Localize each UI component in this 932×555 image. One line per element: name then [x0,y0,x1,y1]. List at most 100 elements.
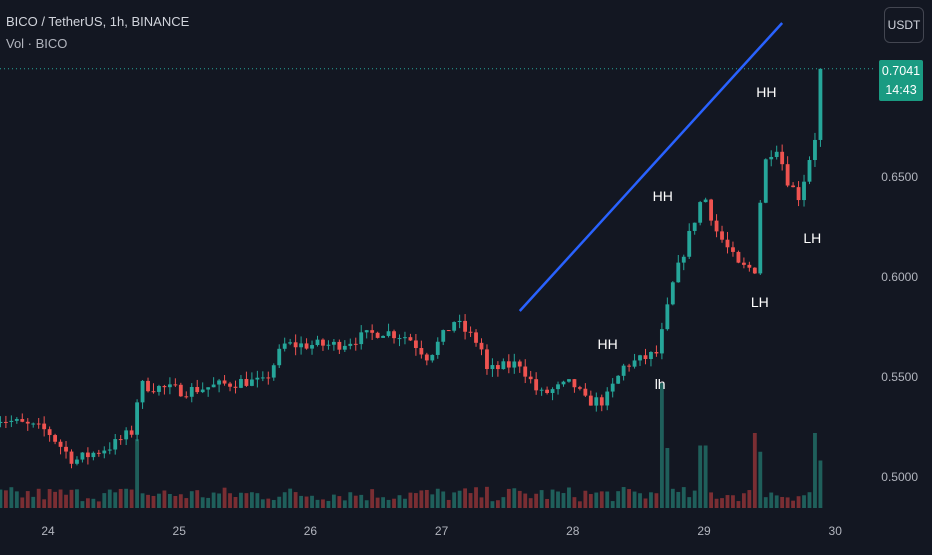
candle[interactable] [288,342,293,344]
candle[interactable] [534,379,539,391]
candle[interactable] [293,342,298,348]
candle[interactable] [178,384,183,397]
candle[interactable] [463,320,468,332]
candle[interactable] [392,331,396,339]
volume-indicator-label[interactable]: Vol · BICO [6,36,68,51]
candle[interactable] [200,389,205,393]
candle[interactable] [747,264,752,268]
candle[interactable] [785,164,790,186]
candle[interactable] [129,430,134,435]
candle[interactable] [791,185,796,188]
candle[interactable] [102,450,107,454]
candle[interactable] [381,335,386,338]
candle[interactable] [517,361,522,367]
pattern-label-lh[interactable]: LH [803,230,821,246]
candle[interactable] [222,380,227,384]
candle[interactable] [769,156,774,160]
candle[interactable] [572,379,577,388]
trendline[interactable] [518,22,784,312]
candle[interactable] [802,181,806,201]
candle[interactable] [720,231,724,240]
candle[interactable] [501,361,506,370]
candle[interactable] [638,355,642,361]
candle[interactable] [457,320,462,323]
candle[interactable] [621,365,626,376]
candle[interactable] [386,331,391,336]
candle[interactable] [173,384,178,386]
candle[interactable] [359,332,364,345]
candle[interactable] [632,360,637,367]
candle[interactable] [446,330,451,332]
candle[interactable] [627,365,632,367]
candle[interactable] [239,378,243,388]
symbol-title[interactable]: BICO / TetherUS, 1h, BINANCE [6,14,190,29]
candle[interactable] [741,262,746,265]
candle[interactable] [485,349,489,370]
candle[interactable] [681,256,686,263]
candle[interactable] [3,421,8,423]
candle[interactable] [69,451,74,464]
candle[interactable] [452,322,457,331]
candle[interactable] [687,230,692,257]
candle[interactable] [9,420,14,422]
candle[interactable] [96,452,101,454]
candle[interactable] [435,341,440,355]
candle[interactable] [495,365,500,370]
candle[interactable] [550,389,555,393]
candle[interactable] [643,355,648,360]
candle[interactable] [151,391,156,393]
candle[interactable] [736,251,741,263]
candle[interactable] [528,376,533,380]
pattern-label-hh[interactable]: HH [756,84,776,100]
candle[interactable] [599,397,604,406]
candle[interactable] [649,352,653,360]
candle[interactable] [184,396,189,398]
candle[interactable] [413,340,418,349]
candle[interactable] [25,421,30,424]
candle[interactable] [304,343,309,349]
candle[interactable] [228,383,232,387]
candle[interactable] [146,380,150,392]
candle[interactable] [321,339,325,346]
candle[interactable] [167,384,172,388]
candle[interactable] [118,439,123,441]
candle[interactable] [654,352,659,354]
candle[interactable] [588,395,593,406]
candle[interactable] [692,222,697,231]
candle[interactable] [310,345,314,349]
candle[interactable] [249,379,254,386]
candle[interactable] [703,199,708,203]
candle[interactable] [217,380,222,385]
candle[interactable] [113,439,118,450]
candle[interactable] [780,151,785,165]
candle[interactable] [31,423,36,425]
candle[interactable] [616,375,621,384]
candle[interactable] [315,339,320,346]
candle[interactable] [353,343,358,345]
candle[interactable] [20,419,25,422]
candle[interactable] [567,379,571,382]
candle[interactable] [474,332,478,343]
pattern-label-lh[interactable]: lh [655,376,666,392]
candle[interactable] [796,187,801,201]
currency-button[interactable]: USDT [884,7,924,43]
candle[interactable] [80,452,85,460]
candle[interactable] [91,452,96,458]
candle[interactable] [58,441,63,447]
candle[interactable] [506,361,511,368]
candle[interactable] [47,429,52,436]
candle[interactable] [135,402,140,435]
candle[interactable] [85,452,90,458]
candle[interactable] [556,384,560,390]
candle[interactable] [271,365,276,378]
candle[interactable] [714,220,719,232]
candle[interactable] [441,330,446,342]
candle[interactable] [195,386,200,393]
candle[interactable] [299,343,304,348]
candle[interactable] [479,342,484,350]
candle[interactable] [577,387,582,389]
candle[interactable] [676,262,681,283]
candle[interactable] [670,282,675,305]
candle[interactable] [326,344,331,346]
